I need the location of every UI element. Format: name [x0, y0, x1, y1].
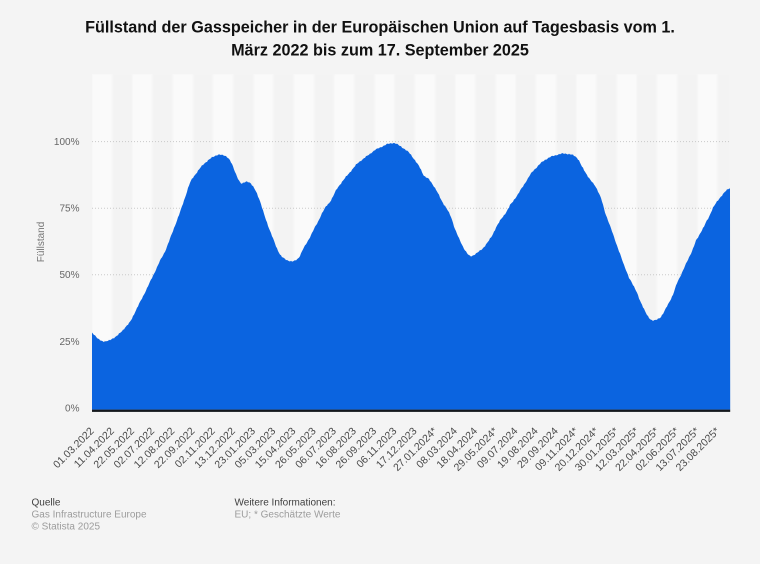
svg-text:© Statista 2025: © Statista 2025	[32, 521, 101, 532]
svg-text:Füllstand der Gasspeicher in d: Füllstand der Gasspeicher in der Europäi…	[85, 19, 675, 37]
svg-text:Weitere Informationen:: Weitere Informationen:	[235, 498, 336, 509]
svg-text:0%: 0%	[65, 403, 80, 414]
svg-text:Füllstand: Füllstand	[36, 222, 47, 263]
svg-text:50%: 50%	[59, 270, 79, 281]
svg-text:Gas Infrastructure Europe: Gas Infrastructure Europe	[32, 509, 147, 520]
svg-text:25%: 25%	[59, 337, 79, 348]
svg-text:Quelle: Quelle	[32, 498, 61, 509]
svg-text:März 2022 bis zum 17. Septembe: März 2022 bis zum 17. September 2025	[231, 42, 529, 60]
svg-text:75%: 75%	[59, 204, 79, 215]
svg-text:100%: 100%	[54, 137, 80, 148]
svg-text:EU; * Geschätzte Werte: EU; * Geschätzte Werte	[235, 509, 341, 520]
